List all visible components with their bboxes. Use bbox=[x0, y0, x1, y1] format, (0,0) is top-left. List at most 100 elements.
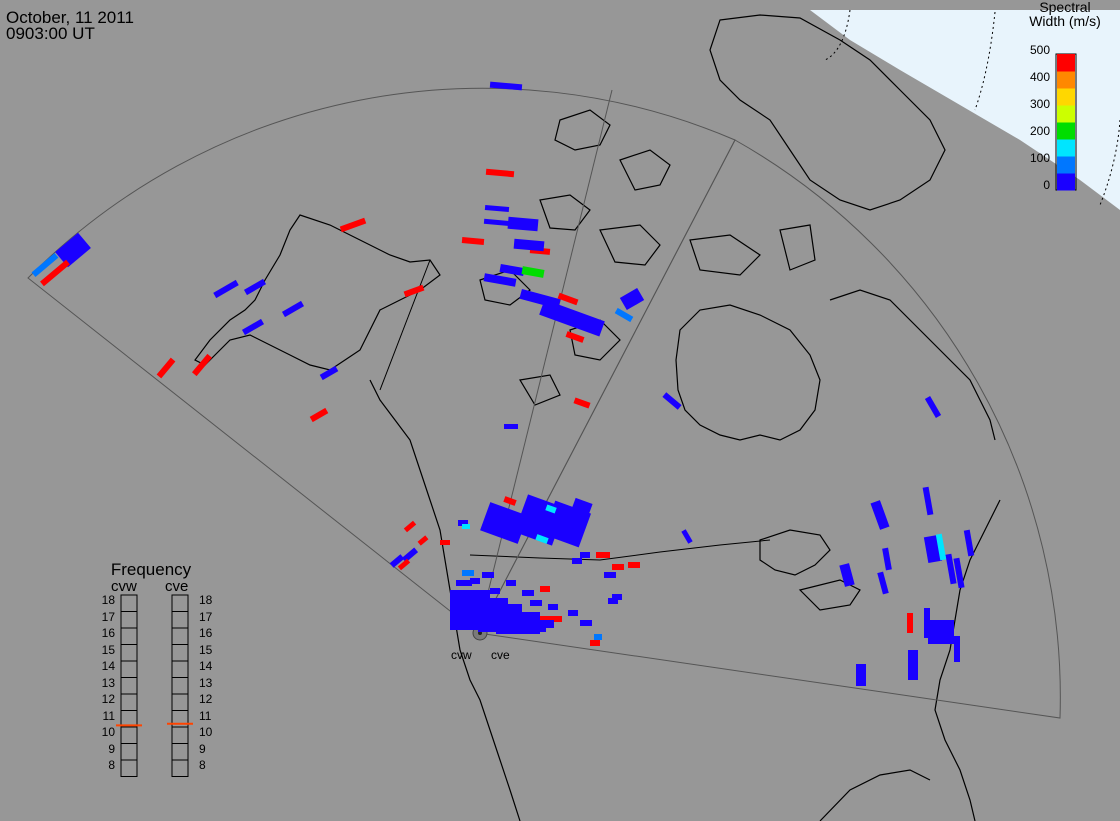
frequency-title: Frequency bbox=[110, 560, 192, 579]
scatter-cell bbox=[484, 204, 510, 213]
frequency-cell bbox=[120, 611, 138, 629]
scatter-cell bbox=[580, 620, 592, 626]
colorbar-segment bbox=[1057, 139, 1075, 157]
frequency-cell bbox=[171, 693, 189, 711]
frequency-head-cvw: cvw bbox=[111, 578, 137, 595]
scatter-cell bbox=[548, 604, 558, 610]
scatter-cell bbox=[470, 578, 480, 584]
scatter-cell bbox=[928, 620, 954, 644]
frequency-tick-label: 9 bbox=[199, 741, 206, 756]
daylight-region bbox=[810, 10, 1120, 210]
scatter-cell bbox=[522, 590, 534, 596]
frequency-cell bbox=[120, 644, 138, 662]
frequency-cell bbox=[120, 693, 138, 711]
frequency-cell bbox=[171, 627, 189, 645]
scatter-cell bbox=[877, 571, 889, 595]
colorbar-title: Spectral Width (m/s) bbox=[1010, 0, 1120, 28]
colorbar-title-line1: Spectral bbox=[1039, 0, 1091, 15]
scatter-cell bbox=[55, 232, 91, 268]
scatter-cell bbox=[565, 497, 593, 533]
frequency-tick-label: 17 bbox=[101, 609, 115, 624]
terminator-dotted-1 bbox=[824, 9, 851, 61]
scatter-cell bbox=[520, 624, 546, 632]
frequency-tick-label: 8 bbox=[199, 758, 206, 772]
radar-label-cvw: cvw bbox=[451, 648, 472, 662]
frequency-tick-label: 10 bbox=[199, 725, 213, 739]
scatter-cell bbox=[482, 572, 494, 578]
frequency-bars bbox=[116, 594, 193, 777]
frequency-tick-label: 9 bbox=[108, 741, 115, 756]
scatter-cell bbox=[590, 640, 600, 646]
scatter-cell bbox=[839, 563, 855, 587]
scatter-cell bbox=[403, 284, 425, 298]
frequency-head-cve: cve bbox=[165, 578, 189, 595]
scatter-cells bbox=[31, 81, 975, 686]
colorbar-title-line2: Width (m/s) bbox=[1029, 13, 1101, 29]
scatter-cell bbox=[612, 564, 624, 570]
scatter-cell bbox=[462, 570, 474, 576]
scatter-cell bbox=[530, 600, 542, 606]
frequency-cell bbox=[120, 726, 138, 744]
frequency-cell bbox=[171, 594, 189, 612]
scatter-cell bbox=[924, 395, 942, 419]
frequency-tick-label: 16 bbox=[101, 626, 115, 640]
scatter-cell bbox=[507, 216, 539, 232]
frequency-cell bbox=[171, 644, 189, 662]
scatter-cell bbox=[241, 318, 265, 336]
scatter-cell bbox=[924, 608, 930, 638]
scatter-cell bbox=[628, 562, 640, 568]
scatter-cell bbox=[870, 500, 890, 530]
colorbar-tick-label: 400 bbox=[1029, 70, 1050, 84]
frequency-tick-label: 14 bbox=[101, 659, 115, 673]
colorbar-segment bbox=[1057, 105, 1075, 123]
frequency-tick-label: 13 bbox=[199, 675, 213, 690]
radar-label-cve: cve bbox=[491, 648, 510, 662]
scatter-cell bbox=[953, 557, 965, 589]
frequency-cell bbox=[171, 660, 189, 678]
frequency-cell bbox=[120, 627, 138, 645]
colorbar-segment bbox=[1057, 173, 1075, 191]
scatter-cell bbox=[882, 547, 892, 571]
scatter-cell bbox=[545, 504, 557, 514]
scatter-cell bbox=[535, 534, 549, 544]
scatter-cell bbox=[521, 266, 545, 278]
scatter-cell bbox=[681, 529, 693, 544]
time-text: 0903:00 UT bbox=[6, 24, 95, 43]
scatter-cell bbox=[945, 553, 957, 585]
frequency-cell bbox=[120, 660, 138, 678]
frequency-bar-cve bbox=[167, 594, 193, 777]
scatter-cell bbox=[397, 558, 411, 571]
scatter-cell bbox=[281, 300, 305, 318]
frequency-tick-label: 18 bbox=[199, 593, 213, 607]
scatter-cell bbox=[539, 299, 605, 337]
frequency-cell bbox=[171, 677, 189, 695]
frequency-tick-label: 18 bbox=[101, 593, 115, 607]
colorbar-tick-label: 500 bbox=[1029, 43, 1050, 57]
scatter-cell bbox=[513, 238, 545, 252]
colorbar-segment bbox=[1057, 156, 1075, 174]
terminator-dotted-2 bbox=[974, 11, 996, 111]
scatter-cell bbox=[243, 278, 267, 296]
scatter-cell bbox=[963, 529, 975, 557]
scatter-cell bbox=[935, 533, 947, 561]
scatter-cell bbox=[907, 613, 913, 633]
scatter-cell bbox=[608, 598, 618, 604]
scatter-cell bbox=[573, 397, 591, 409]
frequency-tick-label: 11 bbox=[199, 708, 212, 723]
scatter-cell bbox=[403, 520, 417, 533]
scatter-cell bbox=[954, 636, 960, 662]
colorbar-tick-label: 300 bbox=[1029, 97, 1050, 111]
borders bbox=[379, 259, 771, 561]
colorbar-tick-label: 200 bbox=[1029, 124, 1050, 138]
scatter-cell bbox=[440, 540, 450, 545]
scatter-cell bbox=[40, 259, 70, 287]
date-text: October, 11 2011 bbox=[6, 8, 134, 27]
scatter-cell bbox=[319, 365, 339, 381]
scatter-cell bbox=[503, 496, 517, 506]
colorbar-segment bbox=[1057, 71, 1075, 89]
frequency-tick-label: 17 bbox=[199, 609, 213, 624]
scatter-cell bbox=[417, 535, 429, 546]
fov-outlines bbox=[27, 87, 1061, 719]
scatter-cell bbox=[619, 287, 645, 311]
